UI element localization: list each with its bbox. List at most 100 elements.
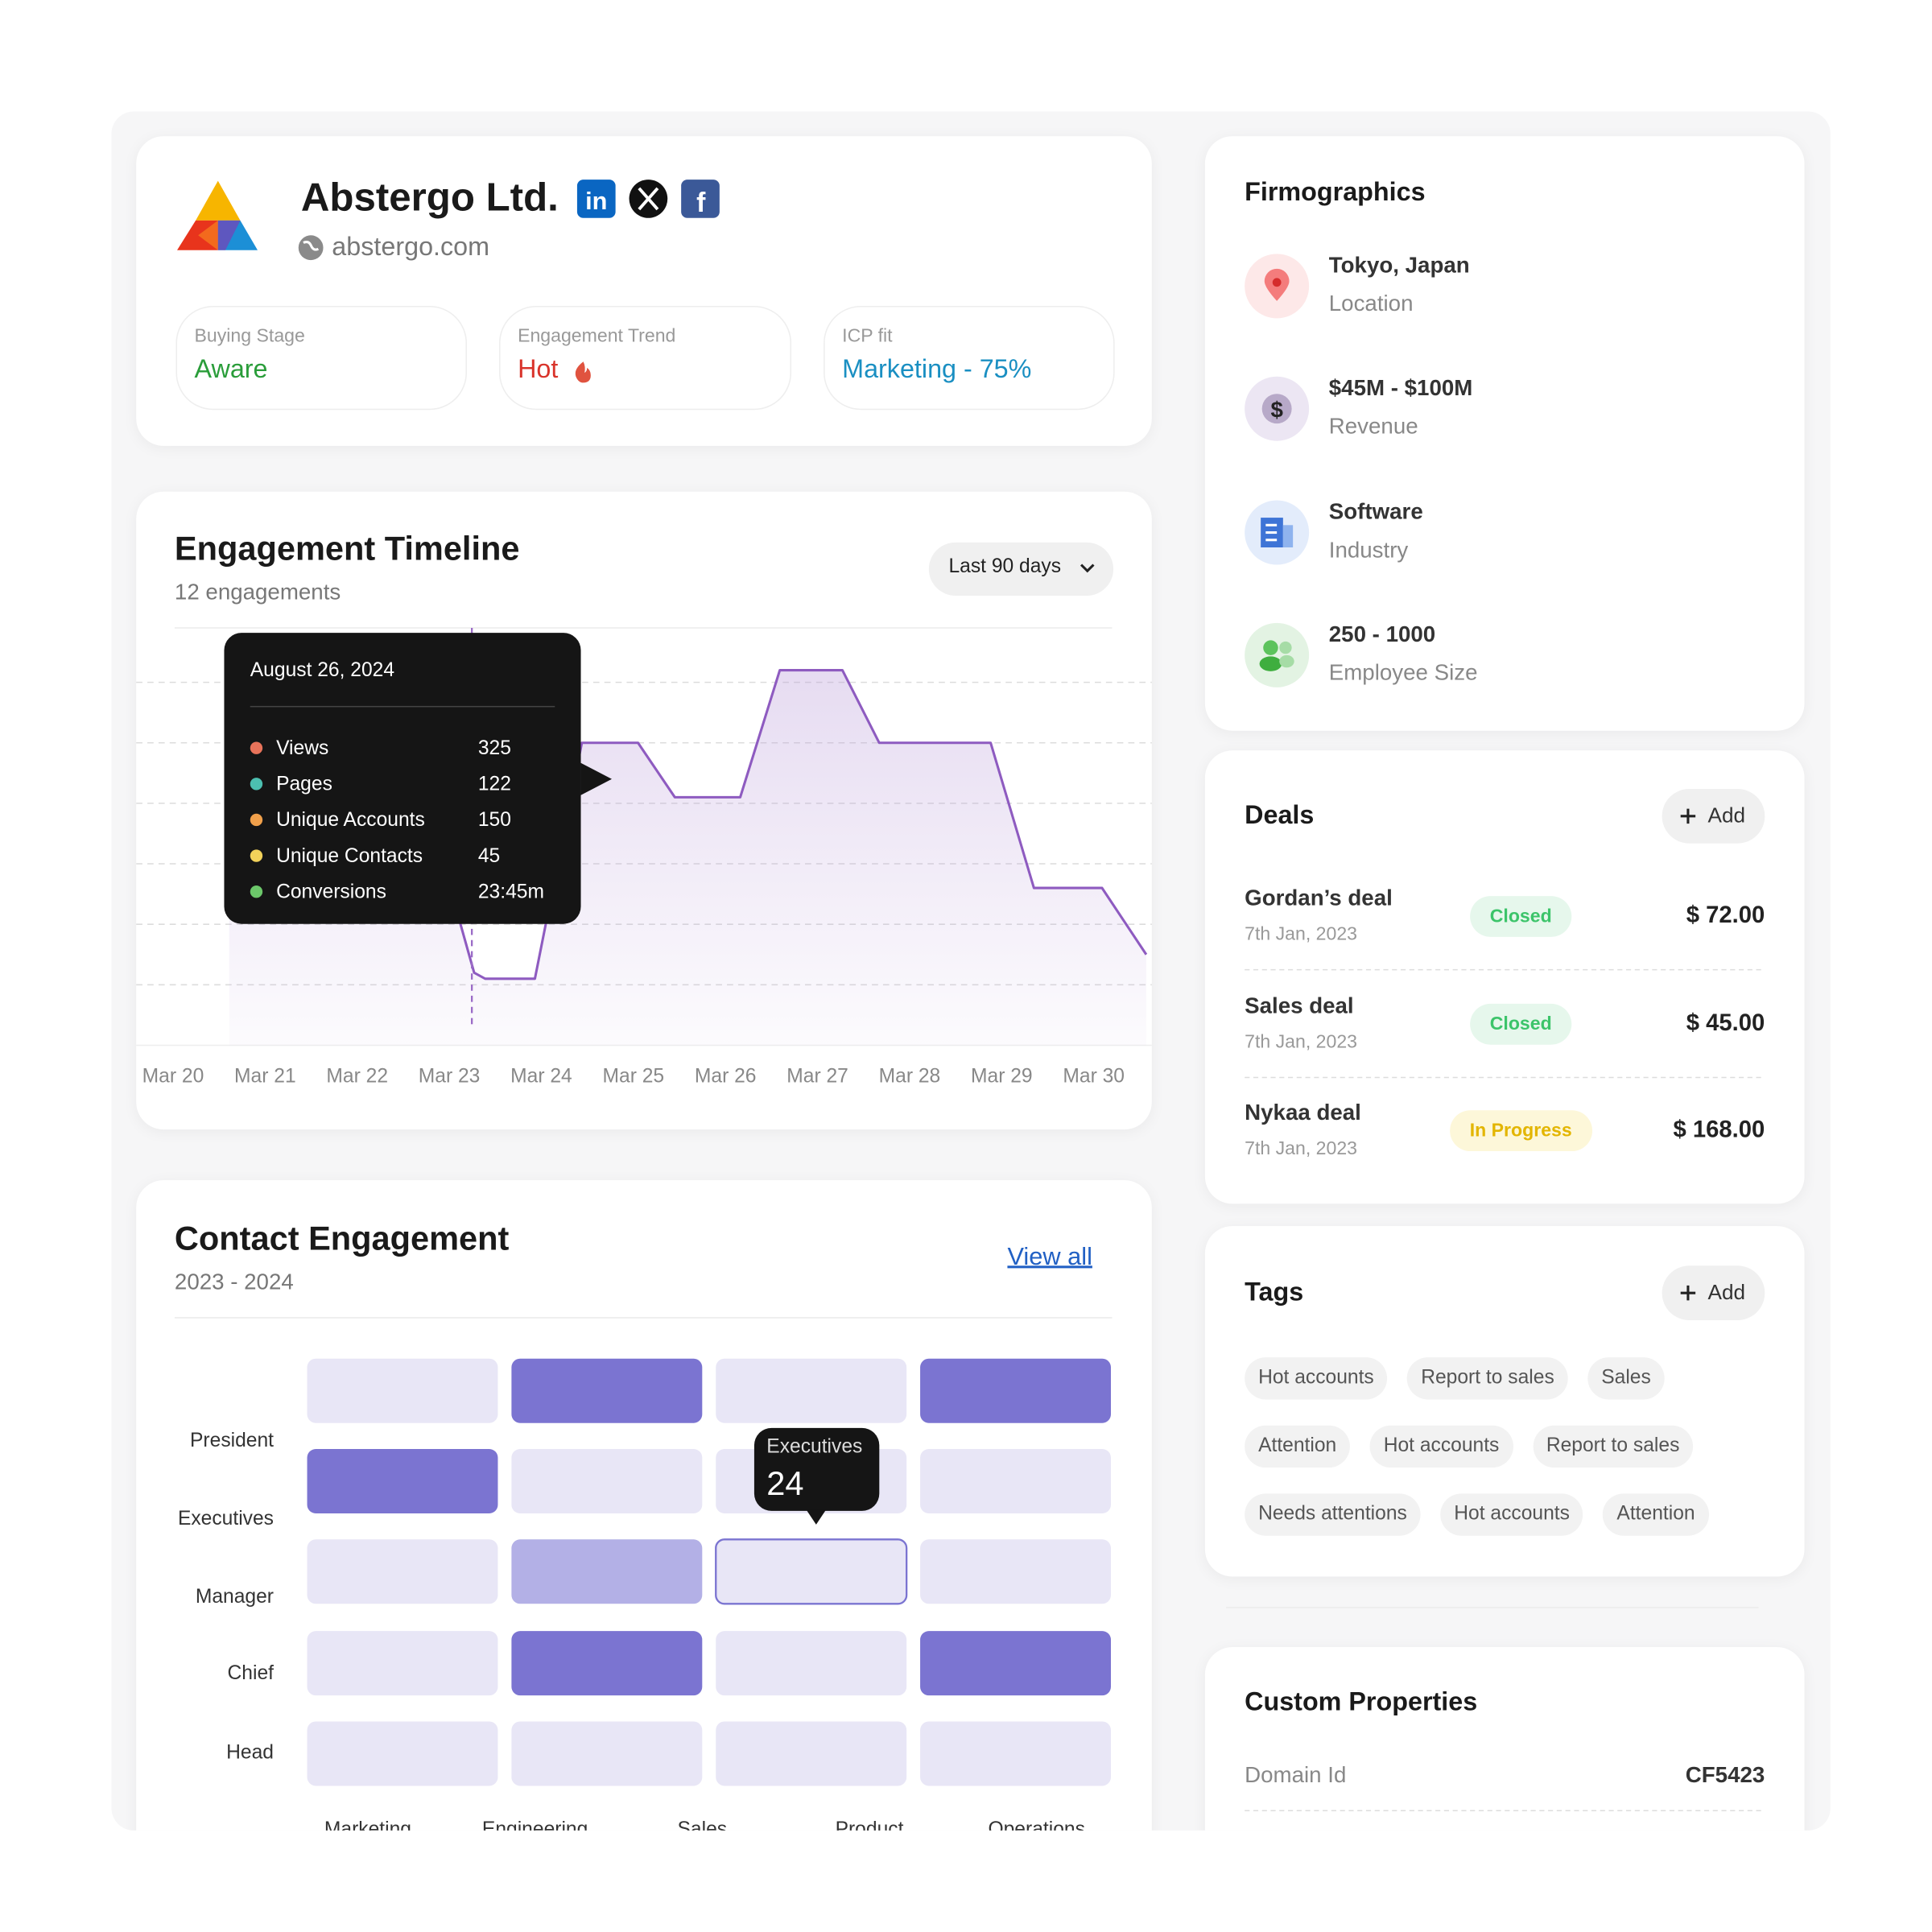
firmographic-label: Revenue bbox=[1328, 414, 1418, 440]
stat-box bbox=[175, 305, 467, 411]
x-tick-label: Mar 27 bbox=[786, 1066, 848, 1088]
company-domain[interactable]: abstergo.com bbox=[332, 233, 490, 262]
stat-box bbox=[824, 305, 1115, 411]
x-icon[interactable] bbox=[629, 180, 668, 218]
area-line bbox=[229, 669, 1148, 980]
heatmap-tooltip-value: 24 bbox=[766, 1464, 804, 1503]
heatmap-cell bbox=[920, 1631, 1111, 1696]
tooltip-value: 325 bbox=[477, 737, 511, 760]
facebook-icon[interactable]: f bbox=[681, 180, 720, 218]
area-fill bbox=[229, 670, 1146, 1046]
x-tick-label: Mar 24 bbox=[510, 1066, 572, 1088]
tag[interactable]: Hot accounts bbox=[1369, 1425, 1513, 1468]
industry-icon bbox=[1245, 500, 1310, 565]
heatmap-cell bbox=[511, 1539, 703, 1604]
globe-icon bbox=[298, 235, 324, 261]
heatmap-cell bbox=[307, 1721, 498, 1786]
x-tick-label: Mar 30 bbox=[1063, 1066, 1125, 1088]
heatmap-cell bbox=[511, 1358, 703, 1423]
range-dropdown[interactable] bbox=[928, 542, 1114, 596]
heatmap bbox=[307, 1358, 1111, 1786]
linkedin-icon[interactable]: in bbox=[576, 180, 616, 218]
tag[interactable]: Attention bbox=[1245, 1425, 1351, 1468]
x-tick-label: Mar 23 bbox=[418, 1066, 481, 1088]
tooltip-metric: Conversions bbox=[276, 881, 386, 903]
timeline-subtitle: 12 engagements bbox=[174, 579, 341, 605]
firmographic-value: 250 - 1000 bbox=[1328, 621, 1436, 646]
firmographics-title: Firmographics bbox=[1245, 178, 1426, 207]
add-tag-button[interactable] bbox=[1662, 1265, 1765, 1320]
deal-status: Closed bbox=[1470, 896, 1572, 937]
location-icon bbox=[1245, 254, 1310, 319]
tag[interactable]: Hot accounts bbox=[1440, 1493, 1583, 1536]
logo bbox=[176, 180, 258, 250]
add-tag-label[interactable]: Add bbox=[1707, 1280, 1746, 1304]
firmographic-label: Employee Size bbox=[1328, 659, 1478, 685]
firmographic-label: Industry bbox=[1328, 537, 1409, 562]
tag[interactable]: Sales bbox=[1587, 1357, 1665, 1400]
svg-text:in: in bbox=[585, 187, 607, 215]
add-deal-button[interactable] bbox=[1662, 788, 1765, 844]
view-all-link[interactable]: View all bbox=[1007, 1243, 1092, 1271]
plus-icon bbox=[1680, 808, 1696, 824]
legend-dot bbox=[250, 813, 263, 827]
heatmap-cell bbox=[511, 1448, 703, 1513]
deal-name: Sales deal bbox=[1245, 993, 1354, 1018]
stat-value: Marketing - 75% bbox=[842, 355, 1032, 384]
timeline-chart bbox=[136, 669, 1152, 1046]
range-label[interactable]: Last 90 days bbox=[948, 555, 1062, 577]
heatmap-cell bbox=[307, 1358, 498, 1423]
deal-amount: $ 168.00 bbox=[1673, 1117, 1765, 1143]
contacts-subtitle: 2023 - 2024 bbox=[174, 1269, 294, 1294]
stat-box bbox=[498, 305, 792, 411]
property-value: CF5423 bbox=[1685, 1762, 1765, 1787]
tooltip-arrow bbox=[806, 1509, 827, 1525]
custom-properties-card bbox=[1204, 1647, 1805, 1831]
deal-name: Nykaa deal bbox=[1245, 1100, 1361, 1125]
heatmap-cell bbox=[716, 1358, 907, 1423]
tag[interactable]: Report to sales bbox=[1532, 1425, 1694, 1468]
tooltip-value: 122 bbox=[477, 774, 511, 795]
contacts-title: Contact Engagement bbox=[174, 1220, 510, 1257]
deal-amount: $ 72.00 bbox=[1686, 902, 1765, 929]
property-key: Domain Id bbox=[1245, 1762, 1347, 1787]
tooltip-metric: Unique Accounts bbox=[276, 810, 425, 832]
firmographics-card bbox=[1204, 136, 1805, 731]
heatmap-cell bbox=[920, 1721, 1111, 1786]
column-label: Engineering bbox=[481, 1818, 588, 1841]
legend-dot bbox=[250, 849, 263, 862]
tag[interactable]: Hot accounts bbox=[1245, 1357, 1388, 1400]
deal-status: Closed bbox=[1470, 1003, 1572, 1044]
add-deal-label[interactable]: Add bbox=[1707, 803, 1746, 828]
custom-properties-title: Custom Properties bbox=[1245, 1687, 1478, 1717]
flame-icon bbox=[575, 361, 591, 383]
svg-text:$: $ bbox=[1270, 397, 1282, 422]
x-tick-label: Mar 25 bbox=[602, 1066, 665, 1088]
plus-icon bbox=[1680, 1285, 1696, 1301]
tag[interactable]: Attention bbox=[1603, 1493, 1709, 1536]
x-tick-label: Mar 20 bbox=[142, 1066, 204, 1088]
tag[interactable]: Needs attentions bbox=[1245, 1493, 1421, 1536]
deal-date: 7th Jan, 2023 bbox=[1245, 1030, 1358, 1052]
heatmap-cell bbox=[511, 1631, 703, 1696]
heatmap-cell bbox=[715, 1538, 908, 1605]
legend-dot bbox=[250, 885, 263, 898]
heatmap-cell bbox=[920, 1448, 1111, 1513]
stat-label: ICP fit bbox=[842, 325, 893, 347]
stat-value: Aware bbox=[194, 355, 268, 384]
column-label: Marketing bbox=[324, 1818, 411, 1841]
row-label: Head bbox=[226, 1742, 274, 1764]
stat-label: Engagement Trend bbox=[518, 325, 676, 347]
legend-dot bbox=[250, 741, 263, 754]
stat-value: Hot bbox=[518, 355, 559, 384]
tooltip-metric: Views bbox=[276, 737, 329, 760]
row-label: Manager bbox=[195, 1586, 274, 1608]
heatmap-cell bbox=[307, 1539, 498, 1604]
tooltip-value: 23:45m bbox=[477, 881, 544, 903]
tag[interactable]: Report to sales bbox=[1407, 1357, 1568, 1400]
deal-amount: $ 45.00 bbox=[1686, 1009, 1765, 1036]
svg-text:f: f bbox=[696, 188, 706, 218]
